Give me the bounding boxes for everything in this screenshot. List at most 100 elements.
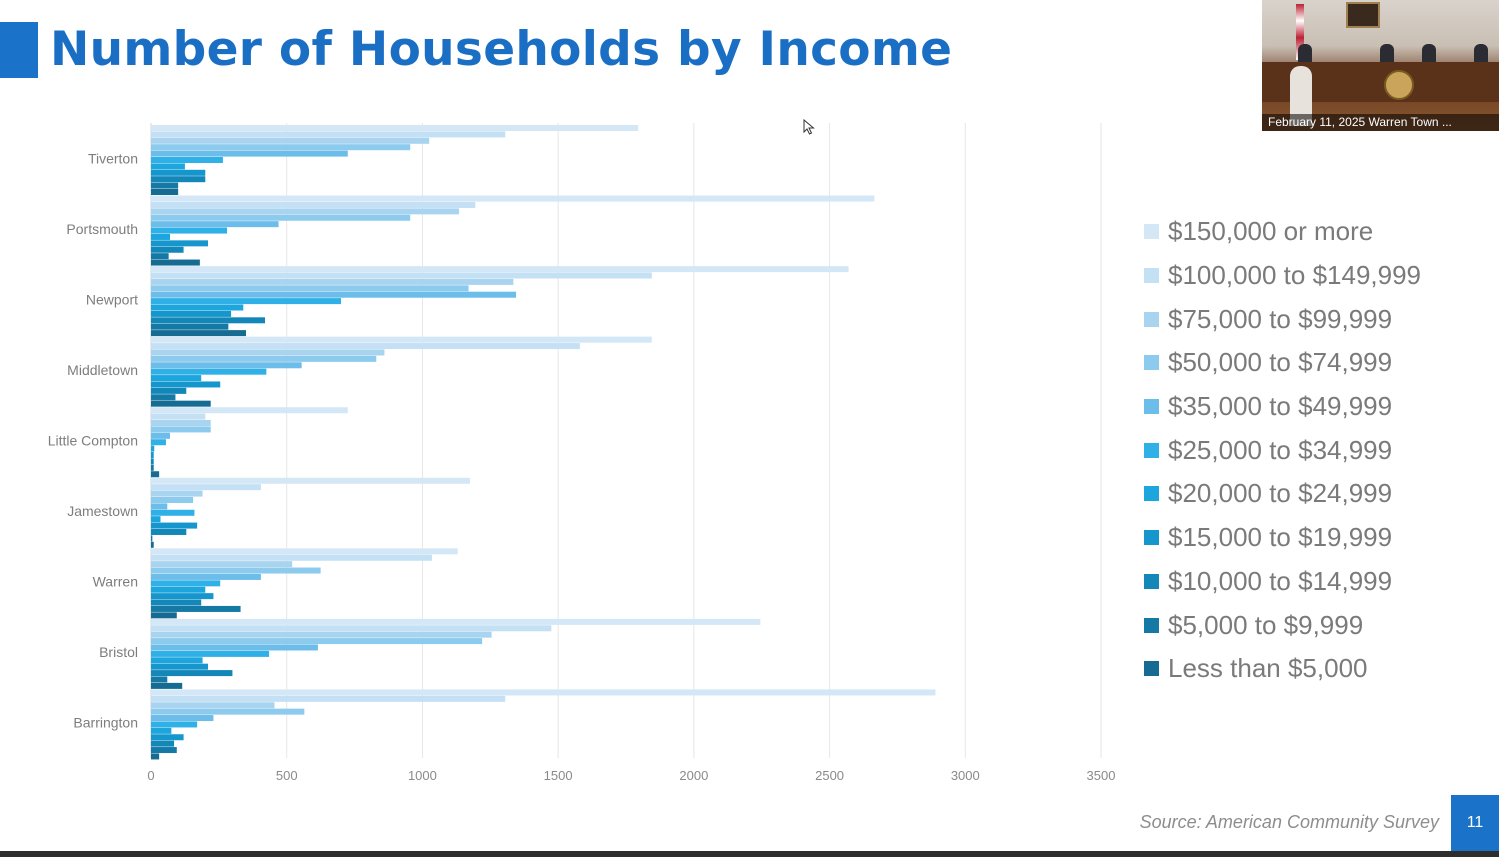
- bar: [151, 580, 221, 587]
- legend-label: $15,000 to $19,999: [1168, 522, 1393, 553]
- legend-item: $35,000 to $49,999: [1144, 385, 1421, 429]
- bar: [151, 708, 305, 715]
- bar: [151, 420, 211, 427]
- bar: [151, 233, 170, 240]
- x-tick-label: 3500: [1087, 768, 1116, 783]
- bar: [151, 343, 580, 350]
- bar: [151, 266, 849, 273]
- flag: [1296, 4, 1304, 60]
- bar: [151, 144, 411, 151]
- bar: [151, 682, 183, 689]
- bar: [151, 528, 187, 535]
- bar: [151, 464, 154, 471]
- mouse-cursor-icon: [803, 119, 815, 135]
- bottom-bar: [0, 851, 1499, 857]
- bar: [151, 201, 476, 208]
- bar: [151, 586, 206, 593]
- legend-label: $25,000 to $34,999: [1168, 434, 1393, 465]
- bar: [151, 548, 458, 555]
- bar: [151, 291, 517, 298]
- bar: [151, 195, 875, 202]
- person: [1380, 44, 1394, 64]
- bar: [151, 599, 202, 606]
- title-accent-bar: [0, 22, 38, 78]
- legend-label: $5,000 to $9,999: [1168, 609, 1364, 640]
- x-tick-label: 2000: [679, 768, 708, 783]
- bar: [151, 567, 321, 574]
- bar: [151, 644, 318, 651]
- category-label: Bristol: [99, 644, 138, 660]
- legend-swatch: [1144, 617, 1159, 633]
- x-tick-label: 500: [276, 768, 298, 783]
- bar: [151, 400, 211, 407]
- y-axis-categories: Tiverton Portsmouth Newport Middletown Littl…: [48, 150, 138, 730]
- bar: [151, 445, 155, 452]
- legend-item: $100,000 to $149,999: [1144, 254, 1421, 298]
- legend-swatch: [1144, 268, 1159, 284]
- bar: [151, 221, 279, 228]
- legend-item: $75,000 to $99,999: [1144, 297, 1421, 341]
- bar: [151, 638, 483, 645]
- legend-item: Less than $5,000: [1144, 647, 1421, 691]
- bar: [151, 189, 179, 195]
- bar: [151, 298, 341, 305]
- bar: [151, 631, 492, 638]
- bar: [151, 413, 206, 420]
- bar: [151, 259, 200, 266]
- bar: [151, 246, 184, 253]
- x-tick-label: 2500: [815, 768, 844, 783]
- bar: [151, 381, 221, 388]
- bar: [151, 227, 227, 234]
- bar: [151, 240, 208, 247]
- legend-label: $50,000 to $74,999: [1168, 347, 1393, 378]
- wall-portrait: [1346, 2, 1380, 28]
- bar: [151, 734, 184, 741]
- bar: [151, 336, 652, 343]
- bar: [151, 355, 377, 362]
- bar: [151, 715, 214, 722]
- speaker: [1290, 66, 1312, 126]
- legend-swatch: [1144, 442, 1159, 458]
- person: [1422, 44, 1436, 64]
- bar: [151, 650, 270, 657]
- bar: [151, 304, 244, 311]
- category-label: Tiverton: [88, 150, 138, 166]
- bar: [151, 535, 153, 542]
- bar: [151, 721, 198, 728]
- bar: [151, 330, 246, 337]
- legend-label: $75,000 to $99,999: [1168, 303, 1393, 334]
- legend-label: Less than $5,000: [1168, 653, 1368, 684]
- chart-bars: [151, 125, 936, 760]
- bar: [151, 310, 232, 317]
- legend-item: $25,000 to $34,999: [1144, 428, 1421, 472]
- bar: [151, 516, 161, 523]
- bar: [151, 323, 229, 330]
- legend-item: $15,000 to $19,999: [1144, 516, 1421, 560]
- video-thumbnail[interactable]: February 11, 2025 Warren Town ...: [1262, 0, 1499, 131]
- bar: [151, 272, 652, 279]
- bar: [151, 618, 761, 625]
- bar: [151, 689, 936, 696]
- bar: [151, 285, 469, 292]
- bar: [151, 670, 233, 677]
- bar: [151, 176, 206, 183]
- legend-swatch: [1144, 224, 1159, 240]
- legend-swatch: [1144, 486, 1159, 502]
- bar: [151, 554, 432, 561]
- bar: [151, 253, 169, 260]
- legend-label: $10,000 to $14,999: [1168, 565, 1393, 596]
- bar: [151, 208, 460, 215]
- x-tick-label: 1500: [544, 768, 573, 783]
- bar: [151, 503, 168, 510]
- bar: [151, 387, 187, 394]
- category-label: Newport: [86, 291, 138, 307]
- legend-item: $50,000 to $74,999: [1144, 341, 1421, 385]
- category-label: Middletown: [67, 362, 138, 378]
- legend-label: $35,000 to $49,999: [1168, 391, 1393, 422]
- person: [1298, 44, 1312, 64]
- bar: [151, 157, 223, 163]
- bar: [151, 150, 348, 157]
- bar: [151, 740, 175, 747]
- bar: [151, 426, 211, 433]
- bar: [151, 663, 208, 670]
